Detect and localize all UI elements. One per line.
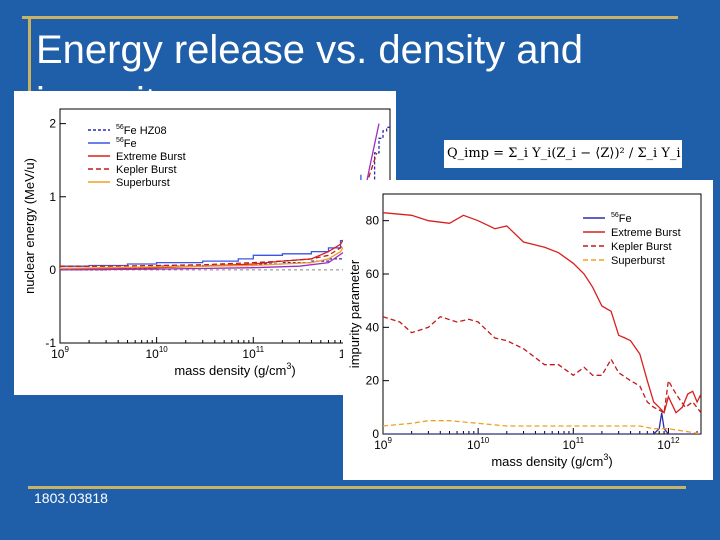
y-tick-label: 0 [372,427,379,441]
series-group [60,123,390,271]
series-line [60,211,359,270]
x-tick-label: 1011 [242,345,264,361]
y-axis-label: impurity parameter [347,259,362,368]
arxiv-reference: 1803.03818 [34,490,108,506]
slide-title: Energy release vs. density and [36,28,583,72]
y-tick-label: 60 [366,267,380,281]
plot-frame [59,108,391,344]
y-tick-label: 2 [49,117,56,131]
x-tick-label: 109 [374,436,392,452]
title-rule-left [28,16,31,112]
legend-label: Kepler Burst [611,241,672,253]
legend-label: 56Fe [611,212,632,225]
x-tick-label: 1010 [146,345,169,361]
x-tick-label: 109 [51,345,69,361]
series-line [60,174,362,267]
series-line [60,181,365,270]
legend-label: Kepler Burst [116,164,177,176]
series-group [383,212,701,434]
series-line [383,212,701,415]
series-line [383,420,701,434]
legend-label: Extreme Burst [116,151,186,163]
y-tick-label: 1 [49,190,56,204]
y-tick-label: 20 [366,374,380,388]
x-tick-label: 1010 [467,436,490,452]
series-line [60,123,390,271]
legend-label: Superburst [116,177,170,189]
title-rule-top [22,16,678,19]
footer-rule [28,486,686,489]
series-line [60,152,378,267]
y-tick-label: 80 [366,214,380,228]
y-axis-label: nuclear energy (MeV/u) [22,158,37,294]
x-axis-label: mass density (g/cm3) [174,361,295,378]
impurity-chart-panel: 109 1010 1011 1012 0 20 40 60 80 mass density (g/… [343,180,713,480]
legend-label: Superburst [611,255,665,267]
legend-label: 56Fe [116,137,137,150]
x-axis-label: mass density (g/cm3) [491,452,612,469]
x-tick-label: 1011 [562,436,584,452]
y-tick-label: 0 [49,263,56,277]
impurity-formula: Q_imp = Σ_i Y_i(Z_i − ⟨Z⟩)² / Σ_i Y_i [444,140,682,168]
legend-label: Extreme Burst [611,227,681,239]
legend-label: 56Fe HZ08 [116,124,167,137]
impurity-chart: 109 1010 1011 1012 0 20 40 60 80 mass density (g/… [347,193,702,469]
series-line [383,315,701,414]
y-tick-label: -1 [45,336,56,350]
x-tick-label: 1012 [657,436,680,452]
y-tick-label: 40 [366,320,380,334]
series-line [383,412,701,434]
